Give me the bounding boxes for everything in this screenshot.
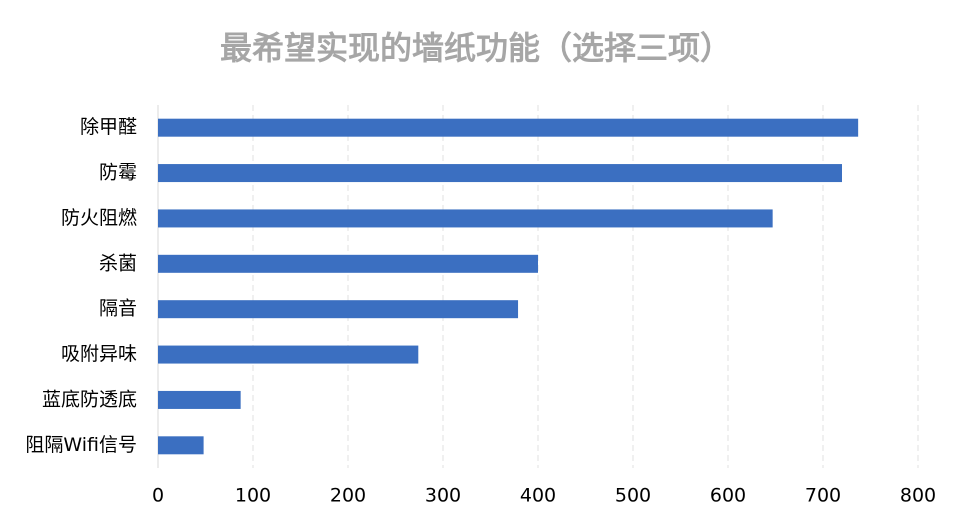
- y-tick-label: 除甲醛: [80, 116, 137, 138]
- x-tick-label: 500: [615, 485, 651, 507]
- bar: [158, 390, 241, 409]
- y-tick-label: 蓝底防透底: [42, 388, 137, 410]
- y-tick-label: 吸附异味: [61, 343, 137, 365]
- bar: [158, 436, 204, 455]
- x-tick-label: 300: [425, 485, 461, 507]
- y-tick-label: 防火阻燃: [61, 207, 137, 229]
- bar: [158, 209, 773, 228]
- y-tick-label: 防霉: [99, 162, 137, 184]
- x-tick-label: 100: [235, 485, 271, 507]
- y-tick-label: 杀菌: [99, 252, 137, 274]
- y-tick-label: 隔音: [99, 298, 137, 320]
- x-tick-label: 400: [520, 485, 556, 507]
- bar: [158, 345, 419, 364]
- y-tick-label: 阻隔Wifi信号: [25, 434, 137, 456]
- x-tick-label: 700: [805, 485, 841, 507]
- bar: [158, 254, 538, 273]
- x-tick-label: 200: [330, 485, 366, 507]
- x-tick-label: 600: [710, 485, 746, 507]
- bar: [158, 118, 859, 137]
- x-tick-label: 800: [900, 485, 936, 507]
- chart-title: 最希望实现的墙纸功能（选择三项）: [220, 29, 732, 67]
- bar: [158, 164, 842, 183]
- bar: [158, 300, 519, 319]
- x-tick-label: 0: [152, 485, 164, 507]
